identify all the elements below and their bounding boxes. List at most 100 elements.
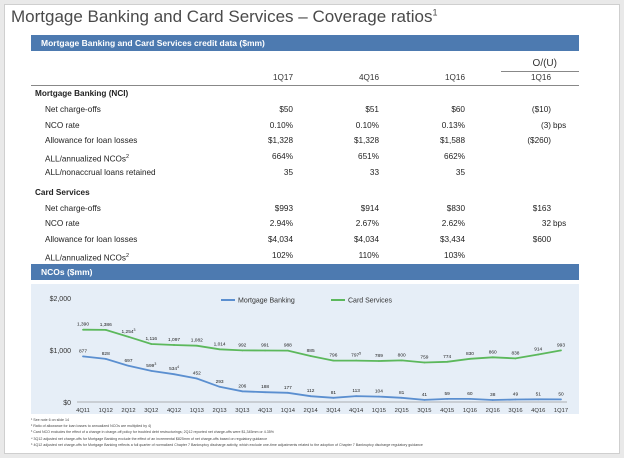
data-point	[446, 398, 449, 400]
data-label: 830	[466, 351, 474, 357]
data-label: 988	[284, 343, 292, 349]
data-label: 81	[331, 390, 337, 396]
x-tick-label: 1Q17	[554, 408, 568, 414]
data-label: 774	[443, 354, 451, 360]
x-tick-label: 1Q15	[372, 408, 386, 414]
legend-label: Mortgage Banking	[238, 298, 295, 305]
data-label: 877	[79, 348, 87, 354]
data-point	[491, 356, 494, 359]
data-label: 5993	[146, 362, 156, 369]
data-label: 41	[422, 392, 428, 398]
cell-value: 651%	[358, 152, 379, 162]
data-point	[150, 343, 153, 345]
data-point	[514, 398, 517, 401]
data-label: 789	[375, 353, 383, 359]
y-tick-label: $1,000	[50, 348, 72, 355]
data-point	[104, 358, 107, 360]
x-tick-label: 2Q14	[304, 408, 319, 414]
cell-value: $1,588	[439, 136, 465, 146]
data-label: 1,097	[168, 337, 180, 343]
x-tick-label: 2Q13	[212, 408, 226, 414]
x-tick-label: 4Q12	[167, 408, 181, 414]
x-tick-label: 1Q14	[281, 408, 296, 414]
oo-header-row: O/(U)	[31, 57, 579, 71]
x-tick-label: 4Q11	[76, 408, 90, 414]
page-title: Mortgage Banking and Card Services – Cov…	[11, 7, 437, 27]
data-point	[195, 344, 198, 347]
x-tick-label: 4Q15	[440, 408, 454, 414]
table-row: NCO rate 0.10% 0.10% 0.13% (3) bps	[31, 119, 579, 133]
cell-value: $60	[451, 104, 465, 114]
slide: Mortgage Banking and Card Services – Cov…	[4, 4, 620, 454]
cell-value: $914	[360, 203, 379, 213]
x-tick-label: 3Q14	[326, 408, 341, 414]
table-row: Net charge-offs $993 $914 $830 $163	[31, 202, 579, 216]
data-point	[400, 359, 403, 362]
data-point	[286, 349, 289, 352]
section-title: Card Services	[35, 187, 90, 197]
data-point	[264, 349, 266, 352]
data-label: 885	[307, 348, 315, 354]
table-row: Net charge-offs $50 $51 $60 ($10)	[31, 103, 579, 117]
cell-value: 35	[455, 168, 465, 177]
column-header-row: 1Q17 4Q16 1Q16 1Q16	[31, 71, 579, 85]
cell-value: 2.62%	[441, 219, 465, 229]
data-point	[355, 395, 358, 398]
data-label: 452	[193, 370, 201, 376]
cell-value: 110%	[358, 251, 379, 260]
data-point	[378, 395, 380, 398]
cell-unit: bps	[553, 120, 567, 130]
y-tick-label: $0	[63, 400, 71, 407]
row-label: ALL/annualized NCOs2	[45, 154, 130, 164]
data-label: 1,386	[100, 322, 112, 328]
cell-value: 664%	[272, 152, 293, 162]
data-point	[400, 396, 403, 399]
data-label: 796	[329, 353, 337, 359]
data-label: 800	[398, 352, 406, 358]
data-label: 1,116	[145, 336, 157, 342]
footnote: ⁴ 3Q12 adjusted net charge-offs for Mort…	[31, 436, 268, 441]
data-point	[332, 396, 335, 399]
x-tick-label: 3Q13	[235, 408, 249, 414]
column-header: 1Q17	[272, 73, 293, 82]
footnote-marker: 4	[177, 365, 179, 369]
cell-value: 2.94%	[269, 219, 293, 229]
cell-value: 0.10%	[269, 120, 293, 130]
data-label: 112	[307, 388, 315, 394]
column-header: 1Q16	[444, 73, 465, 82]
data-label: 1,2543	[122, 328, 136, 335]
data-label: 60	[467, 391, 473, 397]
data-label: 992	[238, 342, 246, 348]
data-point	[241, 349, 244, 352]
data-label: 104	[375, 389, 383, 395]
data-point	[514, 357, 517, 360]
cell-value: $4,034	[353, 235, 379, 245]
data-point	[173, 344, 175, 346]
data-label: 914	[534, 346, 542, 352]
footnote-marker: 2	[126, 154, 130, 161]
x-tick-label: 2Q15	[395, 408, 409, 414]
data-point	[332, 359, 335, 362]
data-point	[82, 328, 84, 331]
data-label: 59	[445, 391, 451, 397]
data-point	[537, 353, 540, 356]
data-label: 759	[420, 355, 428, 361]
data-label: 697	[125, 358, 133, 364]
data-label: 5344	[169, 365, 179, 372]
cell-value: $1,328	[353, 136, 379, 146]
data-point	[286, 391, 289, 394]
row-label: Allowance for loan losses	[45, 136, 138, 146]
column-header: 1Q16	[530, 73, 551, 82]
footnote-marker: 5	[359, 352, 361, 356]
data-label: 177	[284, 385, 292, 391]
cell-value: $600	[532, 235, 551, 245]
data-point	[423, 361, 426, 364]
data-label: 38	[490, 392, 496, 398]
data-point	[446, 360, 449, 363]
cell-value: 102%	[272, 251, 293, 260]
legend-label: Card Services	[348, 298, 392, 305]
data-label: 188	[261, 384, 269, 390]
data-label: 50	[558, 391, 564, 397]
data-point	[127, 364, 130, 367]
x-tick-label: 1Q12	[99, 408, 113, 414]
